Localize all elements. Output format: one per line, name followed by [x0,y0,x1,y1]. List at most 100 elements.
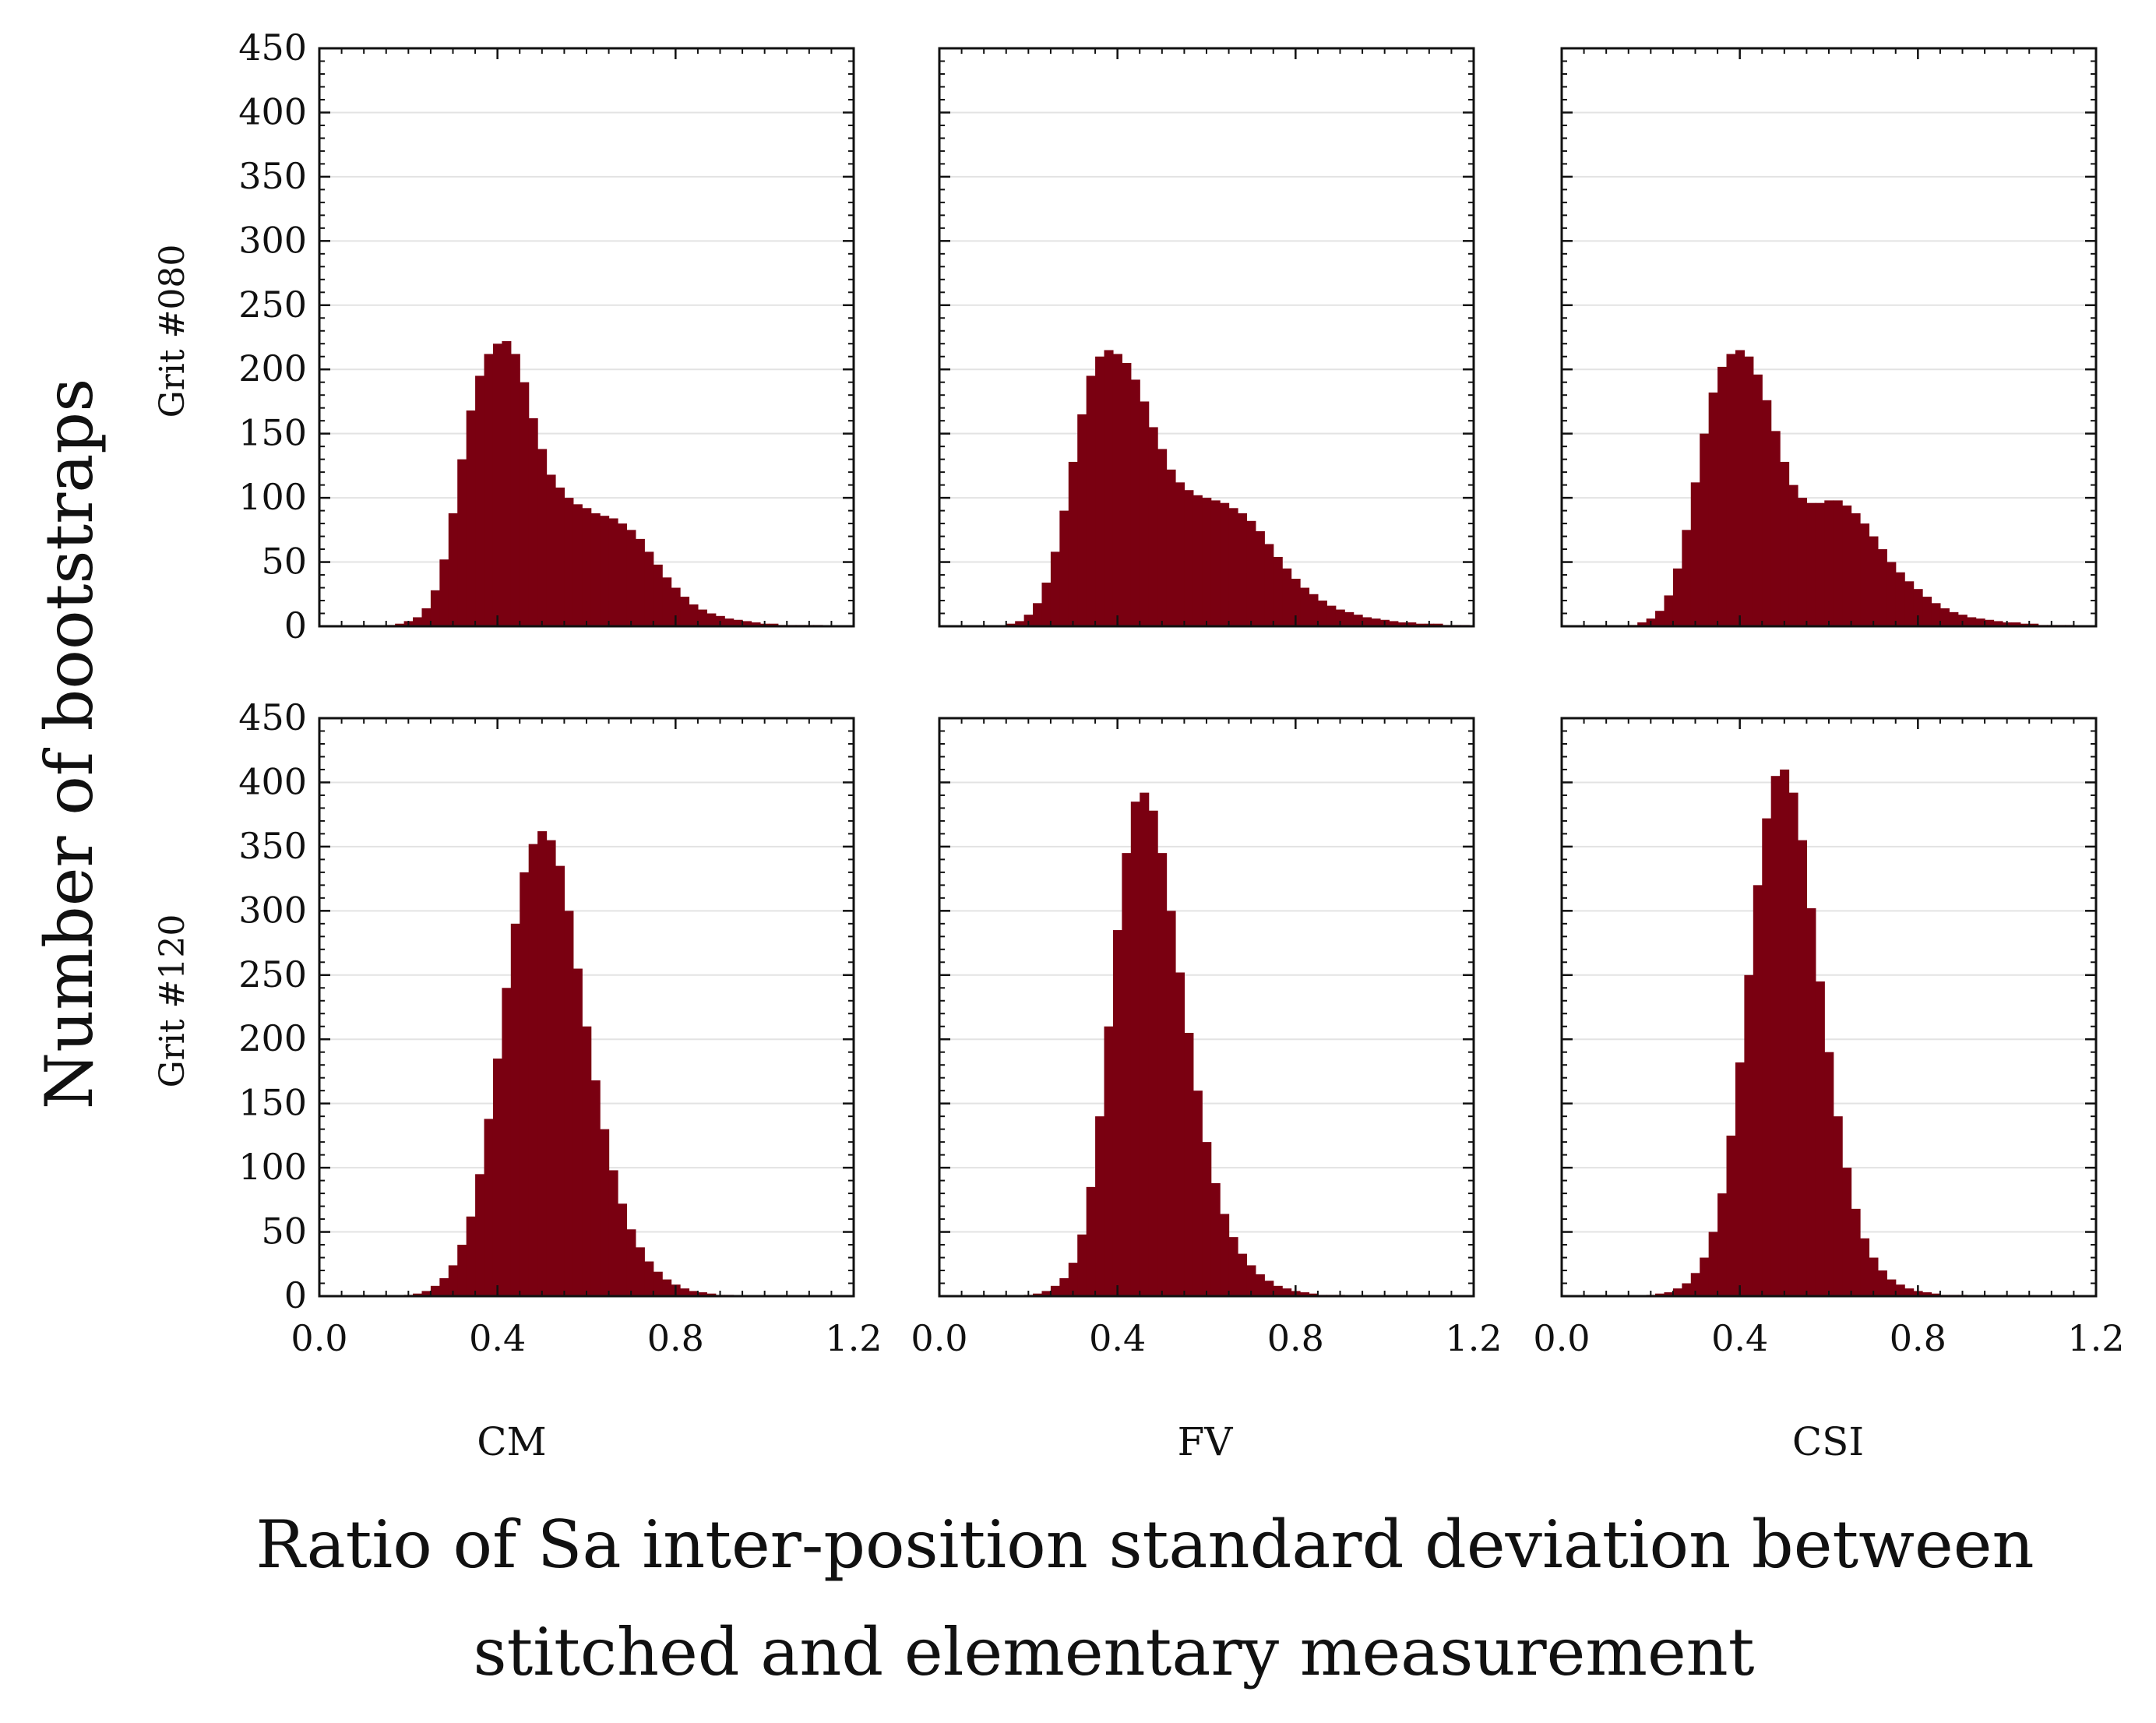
histogram-bar [1886,562,1897,626]
x-tick-label: 0.4 [1089,1317,1146,1359]
histogram-bar [1059,510,1069,626]
y-tick-label: 50 [261,541,307,583]
histogram-bar [1317,601,1327,626]
histogram-bar [1664,1292,1674,1296]
histogram-bar [689,1291,699,1296]
histogram-bar [590,513,601,626]
x-tick-label: 1.2 [1445,1317,1502,1359]
histogram-bar [1717,1193,1728,1296]
histogram-bar [1770,776,1781,1296]
x-tick-label: 0.0 [1533,1317,1590,1359]
histogram-bar [1869,536,1879,626]
histogram-bar [484,354,494,626]
histogram-bar [1869,1257,1879,1296]
histogram-bar [618,523,628,626]
histogram-bar [1086,375,1096,626]
histogram-bar [1238,513,1248,626]
histogram-bar [1184,1032,1194,1296]
histogram-bar [1886,1279,1897,1296]
histogram-bar [697,1292,707,1296]
panel-grit-120-fv: 0.0 0.4 0.8 1.2 [911,717,1503,1359]
histogram-bar [537,831,548,1296]
histogram-bar [430,590,440,626]
histogram-bar [1690,482,1700,626]
column-label-cm: CM [477,1419,546,1464]
histogram-bar [1095,356,1105,626]
histogram-bar [2011,622,2021,626]
histogram-bar [1407,622,1417,626]
histogram-bar [1824,500,1834,626]
histogram-bar [680,597,690,626]
histogram-bar [1326,605,1337,626]
histogram-bar [1877,1270,1887,1296]
histogram-bar [1975,618,1985,626]
histogram-bar [1246,1265,1256,1296]
histogram-bar [537,449,548,626]
histogram-bar [608,518,618,626]
histogram-bar [528,418,538,626]
histogram-bar [1806,908,1816,1296]
histogram-bar [1433,623,1443,626]
histogram-bar [1922,1292,1932,1296]
histogram-bar [1077,1234,1087,1296]
histogram-bar [395,623,405,626]
histogram-bar [582,508,592,626]
histogram-bar [1842,506,1852,626]
histogram-bar [1762,400,1772,626]
histogram-bar [1788,792,1798,1296]
histogram-bar [1851,1208,1861,1296]
histogram-bar [484,1119,494,1296]
histogram-bar [600,1129,610,1296]
column-label-csi: CSI [1792,1419,1864,1464]
histogram-bar [466,1216,476,1296]
histogram-bar [1157,449,1168,626]
histogram-bar [618,1203,628,1296]
x-tick-label: 0.0 [911,1317,967,1359]
y-tick-label: 450 [238,26,307,69]
y-tick-label: 200 [238,1017,307,1059]
panel-grit-080-csi [1560,47,2098,628]
histogram-bar [608,1170,618,1296]
histogram-bar [1220,502,1230,626]
histogram-bar [1415,623,1425,626]
histogram-bar [430,1285,440,1296]
y-tick-label: 200 [238,347,307,389]
histogram-bar [2029,623,2039,626]
panel-grit-080-fv [938,47,1475,628]
histogram-bar [1913,589,1923,626]
histogram-bar [1309,594,1319,626]
y-tick-label: 50 [261,1210,307,1253]
y-tick-label: 400 [238,760,307,802]
histogram-bar [572,504,583,626]
histogram-bar [1166,911,1176,1296]
histogram-bar [421,608,432,626]
histogram-bar [1210,1182,1221,1296]
histogram-bar [1806,502,1816,626]
histogram-bar [1255,1274,1265,1296]
histogram-bar [706,613,717,626]
histogram-bar [1157,853,1168,1296]
y-tick-label: 150 [238,412,307,454]
histogram-bar [492,344,502,626]
histogram-bar [1753,885,1763,1296]
histogram-bar [1824,1052,1834,1296]
histogram-bar [1744,974,1754,1296]
x-tick-label: 0.4 [469,1317,526,1359]
histogram-bar [1717,366,1728,626]
x-tick-label: 0.8 [647,1317,704,1359]
histogram-bar [1397,622,1407,626]
histogram-bar [1860,1238,1870,1296]
histogram-bar [1033,1293,1043,1296]
histogram-bar [439,1277,449,1296]
histogram-bar [1210,500,1221,626]
histogram-bar [1192,1091,1203,1296]
histogram-bar [653,564,663,626]
histogram-bar [1282,1288,1292,1296]
histogram-bar [520,872,530,1296]
histogram-bar [680,1288,690,1296]
histogram-bar [492,1058,502,1296]
histogram-bar [1877,549,1887,626]
histogram-bar [635,1247,645,1296]
histogram-bar [1273,556,1283,626]
